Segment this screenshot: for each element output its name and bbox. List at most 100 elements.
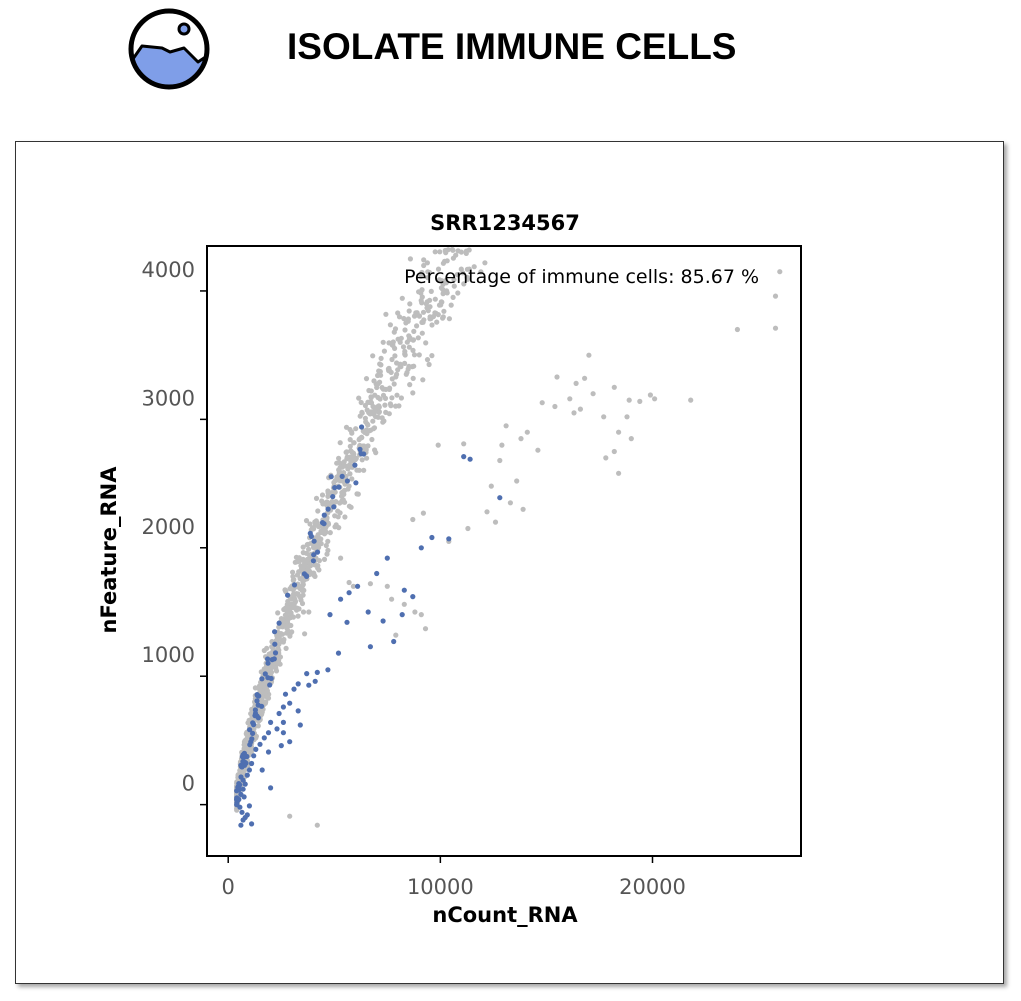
data-point-grey bbox=[429, 322, 435, 328]
data-point-blue bbox=[391, 638, 397, 645]
data-point-grey bbox=[366, 387, 372, 394]
data-point-blue bbox=[446, 536, 452, 542]
y-axis-label: nFeature_RNA bbox=[97, 466, 121, 634]
data-point-grey bbox=[391, 381, 397, 387]
data-point-grey bbox=[406, 308, 412, 314]
data-point-grey bbox=[428, 288, 434, 294]
data-point-grey bbox=[300, 587, 306, 593]
data-point-grey bbox=[359, 409, 365, 415]
data-point-blue bbox=[242, 781, 248, 787]
data-point-blue bbox=[355, 583, 361, 589]
data-point-grey bbox=[370, 353, 376, 359]
data-point-blue bbox=[308, 533, 314, 539]
data-point-grey bbox=[273, 668, 280, 674]
data-point-blue bbox=[238, 822, 244, 828]
data-point-blue bbox=[276, 710, 282, 717]
data-point-grey bbox=[432, 249, 438, 255]
data-point-grey bbox=[375, 372, 381, 379]
data-point-blue bbox=[310, 558, 316, 564]
data-point-grey bbox=[337, 500, 343, 506]
y-tick-label: 0 bbox=[182, 772, 195, 796]
data-point-grey bbox=[275, 610, 281, 616]
data-point-grey bbox=[287, 813, 293, 819]
data-point-grey bbox=[396, 403, 402, 409]
data-point-grey bbox=[347, 443, 353, 449]
data-point-grey bbox=[340, 497, 346, 503]
data-point-grey bbox=[413, 312, 419, 318]
data-point-grey bbox=[628, 436, 634, 442]
data-point-grey bbox=[647, 392, 654, 398]
data-point-grey bbox=[441, 308, 447, 314]
x-tick-label: 10000 bbox=[407, 875, 474, 899]
data-point-grey bbox=[503, 423, 509, 429]
data-point-grey bbox=[437, 249, 443, 255]
data-point-blue bbox=[254, 713, 260, 719]
data-point-grey bbox=[410, 375, 416, 381]
data-point-grey bbox=[314, 520, 320, 526]
data-point-grey bbox=[252, 685, 258, 691]
data-point-grey bbox=[398, 364, 404, 370]
data-point-grey bbox=[259, 689, 266, 695]
data-point-blue bbox=[429, 534, 435, 541]
data-point-grey bbox=[443, 280, 449, 286]
data-point-grey bbox=[363, 376, 370, 382]
data-point-blue bbox=[346, 590, 352, 596]
data-point-grey bbox=[482, 260, 488, 266]
data-point-blue bbox=[249, 821, 255, 827]
x-axis-ticks: 0 10000 20000 bbox=[222, 857, 686, 899]
data-point-blue bbox=[321, 512, 327, 518]
data-point-grey bbox=[371, 426, 377, 432]
data-point-grey bbox=[389, 395, 395, 401]
data-point-grey bbox=[424, 299, 430, 305]
data-point-blue bbox=[325, 506, 331, 512]
data-point-grey bbox=[325, 520, 331, 526]
data-point-blue bbox=[280, 719, 286, 726]
data-point-grey bbox=[398, 335, 404, 341]
data-point-grey bbox=[440, 314, 446, 320]
data-point-grey bbox=[420, 510, 426, 516]
data-point-grey bbox=[382, 402, 388, 408]
data-point-blue bbox=[285, 592, 291, 598]
data-point-grey bbox=[429, 353, 435, 359]
data-point-grey bbox=[380, 339, 386, 345]
data-point-blue bbox=[367, 644, 373, 650]
data-point-grey bbox=[616, 429, 622, 435]
data-point-grey bbox=[590, 391, 596, 397]
data-point-grey bbox=[424, 357, 431, 363]
data-point-grey bbox=[603, 455, 609, 461]
data-point-grey bbox=[306, 609, 312, 615]
data-point-blue bbox=[247, 727, 253, 733]
data-point-grey bbox=[300, 544, 306, 550]
data-point-blue bbox=[244, 772, 250, 778]
data-point-grey bbox=[372, 409, 378, 415]
data-point-grey bbox=[386, 340, 392, 346]
data-point-blue bbox=[287, 700, 293, 706]
data-point-grey bbox=[419, 287, 425, 293]
data-point-blue bbox=[269, 657, 275, 663]
data-point-blue bbox=[338, 596, 344, 602]
data-point-grey bbox=[571, 410, 577, 416]
data-point-grey bbox=[626, 397, 632, 403]
data-point-grey bbox=[253, 735, 259, 741]
data-point-blue bbox=[267, 682, 273, 688]
data-point-grey bbox=[410, 347, 416, 353]
data-point-grey bbox=[399, 295, 405, 301]
data-point-blue bbox=[236, 784, 242, 790]
data-point-grey bbox=[303, 518, 310, 524]
data-point-grey bbox=[260, 694, 266, 700]
y-tick-label: 4000 bbox=[142, 258, 195, 282]
chart-panel: SRR1234567 Percentage of immune cells: 8… bbox=[15, 141, 1004, 984]
data-point-grey bbox=[255, 723, 261, 729]
data-point-blue bbox=[295, 708, 301, 714]
data-point-blue bbox=[239, 764, 245, 770]
data-point-grey bbox=[337, 440, 343, 446]
data-point-grey bbox=[295, 559, 301, 565]
data-point-blue bbox=[297, 722, 303, 728]
data-point-grey bbox=[293, 554, 299, 560]
data-point-blue bbox=[251, 753, 257, 759]
data-point-grey bbox=[332, 478, 338, 484]
data-point-grey bbox=[406, 333, 412, 339]
data-point-blue bbox=[384, 555, 390, 561]
data-point-grey bbox=[358, 399, 364, 406]
data-point-grey bbox=[356, 395, 362, 401]
